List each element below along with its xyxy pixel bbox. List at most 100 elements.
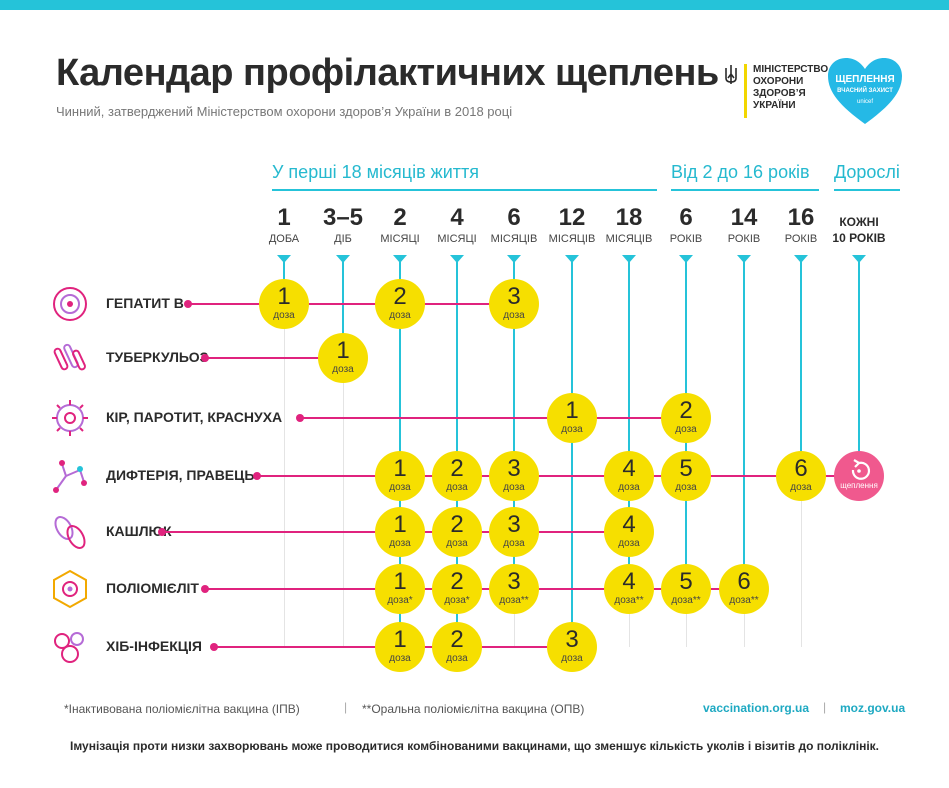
column-line xyxy=(628,262,630,589)
hib-icon xyxy=(50,627,90,667)
dose-number: 6 xyxy=(794,455,808,482)
column-unit: МІСЯЦІВ xyxy=(490,233,538,245)
dose-label: доза xyxy=(389,482,411,493)
dose-label: доза** xyxy=(614,595,644,606)
dose-label: доза xyxy=(503,482,525,493)
column-unit: РОКІВ xyxy=(727,233,761,245)
footnote-opv: **Оральна поліомієлітна вакцина (ОПВ) xyxy=(362,702,585,716)
grid-line xyxy=(343,262,344,647)
link-moz[interactable]: moz.gov.ua xyxy=(840,701,906,715)
dose-number: 1 xyxy=(336,337,350,364)
dose-number: 5 xyxy=(679,568,693,595)
dose-label: доза** xyxy=(671,595,701,606)
ministry-name: МІНІСТЕРСТВО ОХОРОНИ ЗДОРОВ’Я УКРАЇНИ xyxy=(753,64,829,111)
column-marker xyxy=(277,255,291,263)
dose-label: доза xyxy=(503,310,525,321)
column-unit: ДІБ xyxy=(334,233,352,245)
dose-circle: 3 доза** xyxy=(489,564,539,614)
link-vaccination[interactable]: vaccination.org.ua xyxy=(703,701,810,715)
pertussis-icon xyxy=(50,512,90,552)
section-adults: Дорослі xyxy=(834,162,900,182)
dose-number: 6 xyxy=(737,568,751,595)
dose-label: доза xyxy=(618,482,640,493)
column-number: 12 xyxy=(558,204,586,231)
column-unit: РОКІВ xyxy=(669,233,703,245)
dose-circle: 4 доза** xyxy=(604,564,654,614)
dose-label: доза xyxy=(446,538,468,549)
dose-number: 2 xyxy=(450,568,464,595)
row-line xyxy=(300,417,686,419)
column-number: 1 xyxy=(277,204,291,231)
dose-label: доза** xyxy=(499,595,529,606)
section-children-line xyxy=(671,189,819,191)
footnote-ipv: *Інактивована поліомієлітна вакцина (ІПВ… xyxy=(64,702,300,716)
column-line xyxy=(743,262,745,589)
column-marker xyxy=(450,255,464,263)
column-marker xyxy=(393,255,407,263)
column-header: 4 МІСЯЦІ xyxy=(427,204,487,246)
column-number: 14 xyxy=(730,204,758,231)
section-adults-line xyxy=(834,189,900,191)
page-subtitle: Чинний, затверджений Міністерством охоро… xyxy=(56,104,513,119)
dose-circle: 6 доза** xyxy=(719,564,769,614)
column-unit: ДОБА xyxy=(268,233,300,245)
column-header: 2 МІСЯЦІ xyxy=(370,204,430,246)
ministry-divider xyxy=(744,64,747,118)
dose-label: доза xyxy=(389,310,411,321)
dose-circle: 1 доза xyxy=(547,393,597,443)
repeat-icon xyxy=(851,459,870,480)
disease-name: ПОЛІОМІЄЛІТ xyxy=(106,580,199,596)
column-number: 18 xyxy=(615,204,643,231)
dose-circle: 1 доза xyxy=(375,507,425,557)
column-marker xyxy=(507,255,521,263)
column-line xyxy=(800,262,802,476)
dose-circle: 2 доза* xyxy=(432,564,482,614)
dose-number: 2 xyxy=(450,511,464,538)
column-header: 18 МІСЯЦІВ xyxy=(599,204,659,246)
heart-logo-icon xyxy=(828,58,902,124)
trident-icon xyxy=(725,65,737,84)
column-line xyxy=(342,262,344,358)
column-number: 6 xyxy=(679,204,693,231)
dose-label: доза xyxy=(675,482,697,493)
polio-icon xyxy=(50,569,90,609)
column-unit: МІСЯЦІВ xyxy=(548,233,596,245)
column-header: 6 РОКІВ xyxy=(656,204,716,246)
dose-label: доза xyxy=(446,653,468,664)
dose-circle: 5 доза** xyxy=(661,564,711,614)
top-accent-bar xyxy=(0,0,949,10)
page-title: Календар профілактичних щеплень xyxy=(56,52,719,94)
dose-number: 3 xyxy=(507,283,521,310)
disease-name: ДИФТЕРІЯ, ПРАВЕЦЬ xyxy=(106,467,255,483)
ministry-logo: МІНІСТЕРСТВО ОХОРОНИ ЗДОРОВ’Я УКРАЇНИ xyxy=(724,64,828,118)
diphtheria-icon xyxy=(50,456,90,496)
dose-circle: 3 доза xyxy=(489,279,539,329)
column-header-adult: КОЖНІ 10 РОКІВ xyxy=(832,215,886,245)
dose-number: 1 xyxy=(393,511,407,538)
measles-icon xyxy=(50,398,90,438)
disease-name: КІР, ПАРОТИТ, КРАСНУХА xyxy=(106,409,283,425)
dose-circle: 3 доза xyxy=(547,622,597,672)
dose-label: доза xyxy=(561,653,583,664)
column-line xyxy=(571,262,573,647)
logo-title: ЩЕПЛЕННЯ xyxy=(835,74,895,85)
dose-label: доза xyxy=(389,653,411,664)
column-line-adult xyxy=(858,262,860,452)
dose-number: 5 xyxy=(679,455,693,482)
column-header: 3–5 ДІБ xyxy=(313,204,373,246)
dose-number: 3 xyxy=(507,511,521,538)
dose-circle: 2 доза xyxy=(375,279,425,329)
disease-name: ГЕПАТИТ В xyxy=(106,295,184,311)
dose-number: 2 xyxy=(450,455,464,482)
column-number: 3–5 xyxy=(322,204,364,231)
column-marker xyxy=(622,255,636,263)
dose-label: доза** xyxy=(729,595,759,606)
column-unit: МІСЯЦІВ xyxy=(605,233,653,245)
dose-number: 2 xyxy=(393,283,407,310)
dose-number: 1 xyxy=(393,568,407,595)
dose-label: доза xyxy=(790,482,812,493)
dose-number: 4 xyxy=(622,568,636,595)
dose-label: доза xyxy=(446,482,468,493)
column-header: 1 ДОБА xyxy=(254,204,314,246)
dose-number: 4 xyxy=(622,511,636,538)
